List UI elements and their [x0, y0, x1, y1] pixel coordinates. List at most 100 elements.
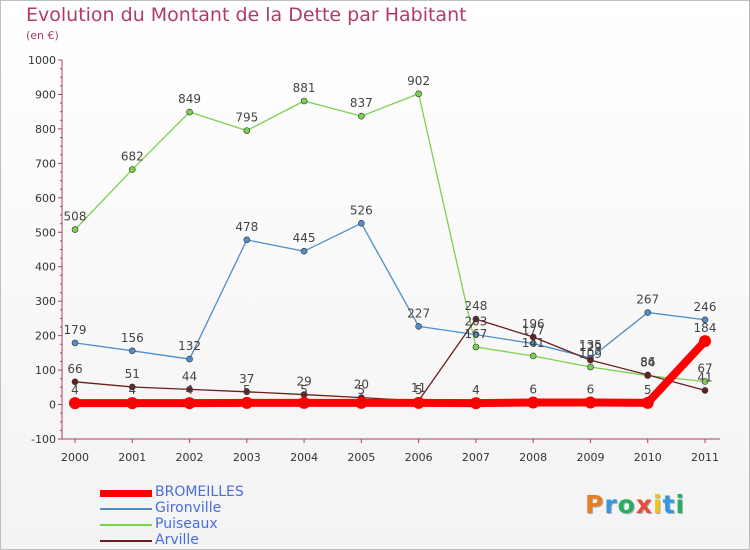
data-label: 41 [697, 370, 712, 384]
data-label: 6 [587, 382, 595, 396]
data-point [243, 388, 251, 396]
data-label: 508 [64, 210, 87, 224]
data-label: 5 [300, 383, 308, 397]
data-point [587, 356, 594, 364]
legend-label: Gironville [155, 500, 222, 516]
y-tick-label: 0 [49, 399, 56, 412]
data-label: 203 [464, 315, 487, 329]
x-tick-label: 2000 [61, 451, 89, 464]
logo-letter: i [675, 490, 686, 519]
data-label: 20 [354, 378, 369, 392]
data-point [71, 226, 79, 233]
data-label: 849 [178, 92, 201, 106]
logo-letter: x [635, 490, 653, 519]
y-tick-label: 400 [35, 261, 56, 274]
data-label: 4 [71, 383, 79, 397]
y-tick-label: 100 [35, 364, 56, 377]
data-point [358, 112, 365, 120]
data-label: 156 [121, 331, 144, 345]
chart-unit: (en €) [26, 29, 59, 42]
data-point [71, 339, 79, 347]
data-label: 135 [579, 338, 602, 352]
data-label: 29 [296, 375, 311, 389]
x-tick-label: 2011 [691, 451, 719, 464]
data-point [415, 323, 422, 330]
data-label: 881 [293, 81, 316, 95]
data-point [701, 387, 709, 394]
x-tick-label: 2002 [176, 451, 204, 464]
data-point [186, 386, 193, 393]
data-point [644, 371, 652, 379]
data-point [644, 309, 652, 316]
data-point [298, 396, 311, 409]
data-label: 227 [407, 306, 430, 320]
data-label: 445 [293, 231, 316, 245]
data-point [300, 247, 308, 255]
logo-letter: t [662, 490, 676, 519]
data-point [183, 397, 196, 410]
logo-letter: i [653, 490, 663, 519]
data-label: 11 [411, 381, 426, 395]
data-label: 167 [464, 327, 487, 341]
data-label: 4 [128, 383, 136, 397]
x-tick-label: 2003 [233, 451, 261, 464]
y-tick-label: 600 [35, 192, 56, 205]
data-label: 795 [235, 111, 258, 125]
data-point [126, 397, 139, 410]
y-tick-label: 800 [35, 123, 56, 136]
legend-label: Arville [155, 532, 199, 548]
data-label: 141 [522, 336, 545, 350]
y-tick-label: 1000 [28, 54, 56, 67]
proxiti-logo: Proxiti [585, 490, 685, 519]
legend-label: BROMEILLES [155, 484, 244, 500]
data-label: 526 [350, 203, 373, 217]
data-label: 6 [529, 382, 537, 396]
data-point [472, 343, 480, 351]
data-label: 5 [358, 383, 366, 397]
data-point [699, 335, 711, 348]
data-point [128, 347, 136, 355]
data-point [186, 355, 193, 363]
y-tick-label: 300 [35, 295, 56, 308]
data-label: 179 [64, 323, 87, 337]
data-point [415, 90, 422, 98]
y-tick-label: -100 [31, 433, 56, 446]
data-label: 129 [579, 340, 602, 354]
data-label: 109 [579, 347, 602, 361]
x-tick-label: 2007 [462, 451, 490, 464]
data-label: 66 [67, 362, 82, 376]
data-label: 177 [522, 324, 545, 338]
data-point [701, 378, 709, 385]
data-label: 86 [640, 355, 655, 369]
legend-swatch [100, 540, 152, 542]
data-labels: 4 4 4 5 5 5 5 4 6 6 518417915613247844552622720317… [64, 74, 717, 397]
data-point [529, 340, 537, 347]
series-line-bromeilles [75, 338, 708, 408]
data-label: 5 [644, 383, 652, 397]
data-point [243, 236, 251, 244]
x-tick-label: 2006 [405, 451, 433, 464]
data-label: 67 [697, 361, 712, 375]
data-point [469, 397, 482, 410]
x-tick-label: 2001 [118, 451, 146, 464]
data-label: 267 [636, 293, 659, 307]
data-point [243, 127, 251, 134]
series-line-arville [74, 318, 706, 402]
series-line-puiseaux [74, 93, 706, 383]
data-label: 837 [350, 96, 373, 110]
data-label: 5 [415, 383, 423, 397]
legend-label: Puiseaux [155, 516, 218, 532]
data-label: 478 [235, 220, 258, 234]
data-point [300, 97, 308, 105]
data-point [71, 378, 79, 386]
x-tick-label: 2010 [634, 451, 662, 464]
x-tick-label: 2009 [576, 451, 604, 464]
data-point [240, 396, 253, 409]
data-point [472, 315, 480, 323]
data-point [186, 108, 193, 116]
legend-swatch [100, 508, 152, 510]
data-point [128, 166, 136, 173]
data-point [358, 220, 365, 227]
data-point [69, 397, 81, 410]
